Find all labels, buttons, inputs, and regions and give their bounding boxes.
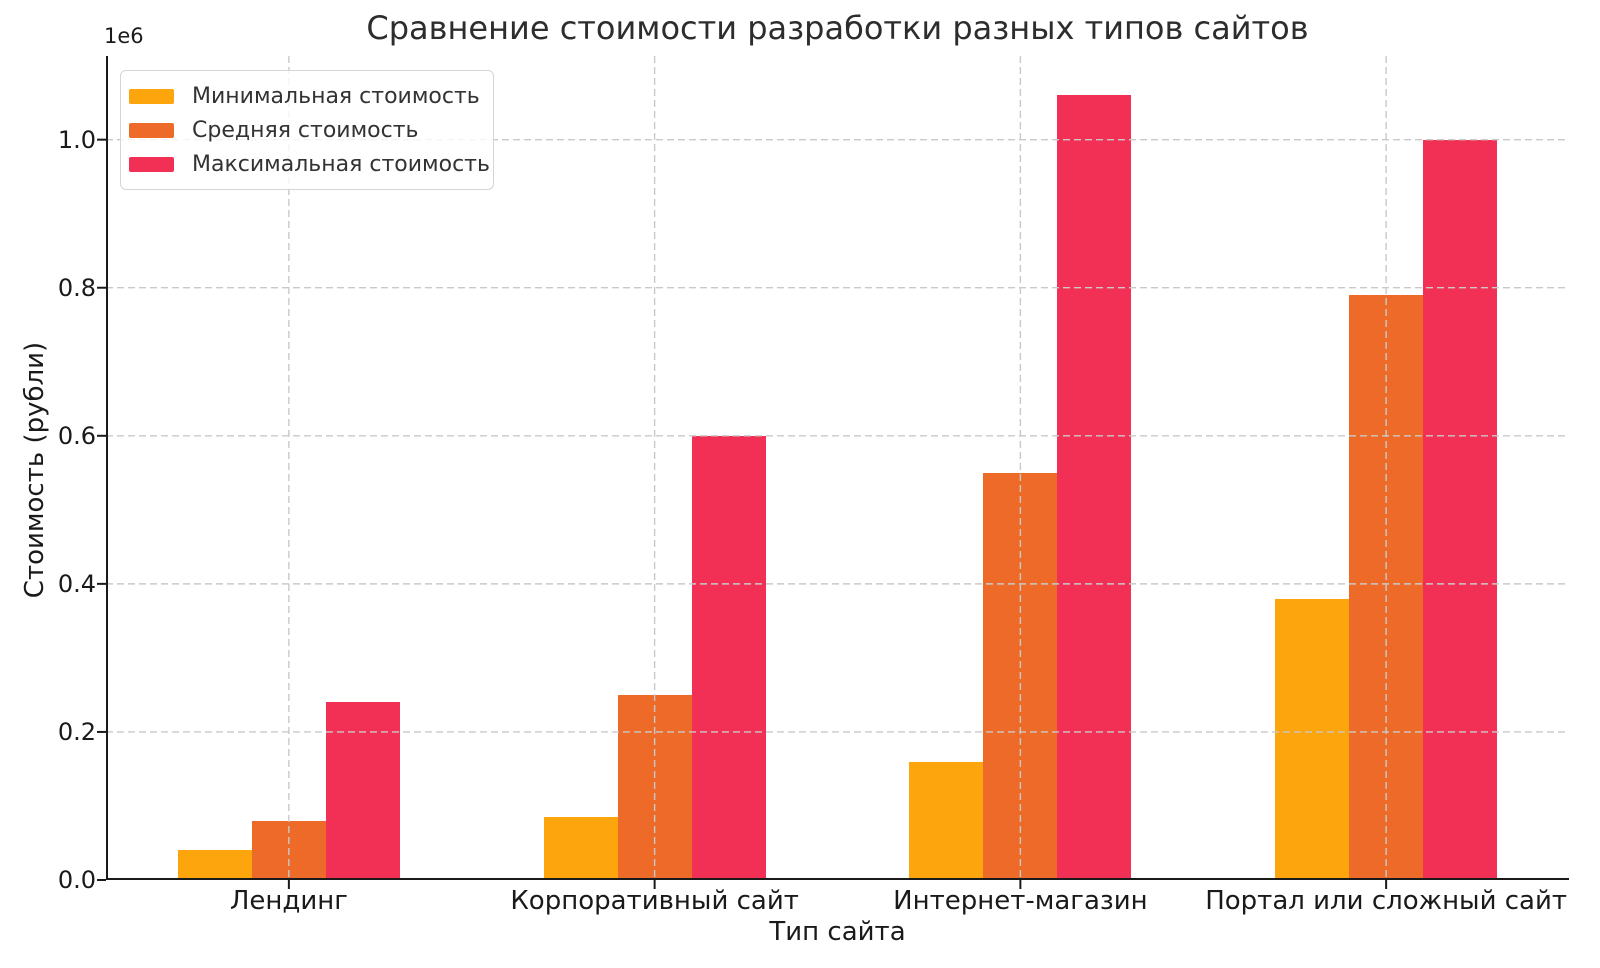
- bar: [691, 435, 766, 880]
- bar: [251, 820, 326, 880]
- legend-swatch: [129, 122, 174, 138]
- y-axis-offset-label: 1e6: [104, 24, 144, 48]
- x-tick-label: Интернет-магазин: [893, 886, 1148, 916]
- legend-label: Средняя стоимость: [192, 117, 419, 143]
- x-tick-label: Портал или сложный сайт: [1205, 886, 1568, 916]
- x-tick-label: Корпоративный сайт: [510, 886, 799, 916]
- y-tick-label: 1.0: [57, 125, 96, 154]
- bar: [1423, 139, 1498, 880]
- plot-area: [97, 56, 1569, 889]
- bar: [909, 761, 984, 880]
- y-tick-label: 0.2: [57, 717, 96, 746]
- legend-swatch: [129, 88, 174, 104]
- legend-label: Минимальная стоимость: [192, 83, 480, 109]
- legend-swatch: [129, 156, 174, 172]
- bar: [1349, 295, 1424, 880]
- bar: [617, 694, 692, 880]
- legend: Минимальная стоимость Средняя стоимость Ма…: [120, 70, 494, 190]
- legend-item: Максимальная стоимость: [129, 147, 490, 181]
- legend-item: Средняя стоимость: [129, 113, 483, 147]
- x-axis-label: Тип сайта: [769, 917, 906, 947]
- y-tick-label: 0.4: [57, 569, 96, 598]
- y-tick-label: 0.0: [57, 866, 96, 894]
- y-tick-label: 0.6: [57, 421, 96, 450]
- bar: [177, 850, 252, 880]
- bar: [325, 702, 400, 880]
- x-tick-label: Лендинг: [229, 886, 348, 916]
- y-tick-label: 0.8: [57, 273, 96, 302]
- legend-label: Максимальная стоимость: [192, 151, 490, 177]
- bar: [543, 817, 618, 880]
- y-axis-label: Стоимость (рубли): [20, 341, 50, 599]
- bar: [983, 472, 1058, 880]
- chart-title: Сравнение стоимости разработки разных ти…: [366, 9, 1309, 47]
- legend-item: Минимальная стоимость: [129, 79, 483, 113]
- bar: [1275, 598, 1350, 880]
- bar: [1057, 95, 1132, 880]
